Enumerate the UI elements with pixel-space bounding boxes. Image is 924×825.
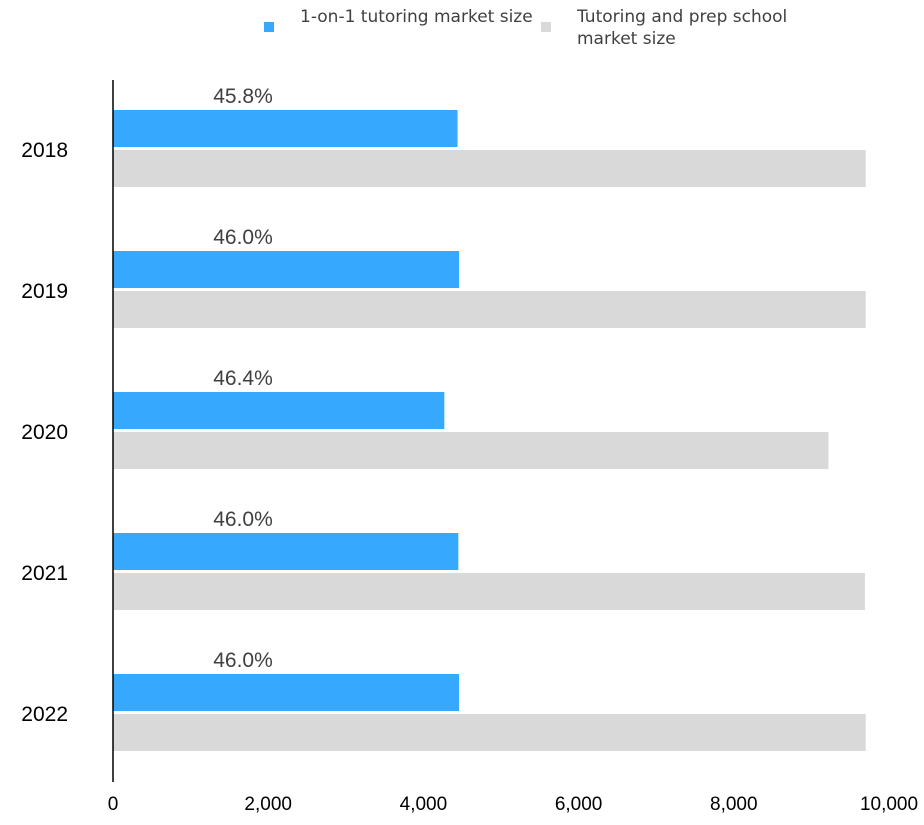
category-label-2018: 2018 xyxy=(21,139,68,162)
bars-group xyxy=(113,110,866,751)
data-label-2018: 45.8% xyxy=(213,85,273,108)
bar-1on1-2021 xyxy=(113,533,459,570)
category-label-2021: 2021 xyxy=(21,562,68,585)
bar-prep-school-2021 xyxy=(113,573,865,610)
x-axis-ticks: 0 2,000 4,000 6,000 8,000 10,000 xyxy=(108,794,918,815)
bar-prep-school-2019 xyxy=(113,291,866,328)
legend-label-prep-school: Tutoring and prep school market size xyxy=(577,7,788,49)
category-label-2019: 2019 xyxy=(21,280,68,303)
x-tick-label: 0 xyxy=(108,794,119,815)
x-tick-label: 2,000 xyxy=(244,794,292,815)
legend-item-prep-school: Tutoring and prep school market size xyxy=(541,6,817,50)
legend-swatch-1on1 xyxy=(264,22,274,32)
data-label-2020: 46.4% xyxy=(213,367,273,390)
bar-1on1-2019 xyxy=(113,251,460,288)
category-label-2020: 2020 xyxy=(21,421,68,444)
category-label-2022: 2022 xyxy=(21,703,68,726)
x-tick-label: 8,000 xyxy=(710,794,758,815)
legend-swatch-prep-school xyxy=(541,22,551,32)
labels-group: 45.8% 2018 46.0% 2019 46.4% 2020 46.0% 2021 46.0… xyxy=(21,85,272,726)
data-label-2021: 46.0% xyxy=(213,508,273,531)
bar-prep-school-2020 xyxy=(113,432,829,469)
legend-label-1on1: 1-on-1 tutoring market size xyxy=(300,7,533,27)
data-label-2019: 46.0% xyxy=(213,226,273,249)
bar-1on1-2020 xyxy=(113,392,445,429)
data-label-2022: 46.0% xyxy=(213,649,273,672)
bar-1on1-2022 xyxy=(113,674,460,711)
x-tick-label: 10,000 xyxy=(860,794,918,815)
x-tick-label: 6,000 xyxy=(555,794,603,815)
x-tick-label: 4,000 xyxy=(400,794,448,815)
legend-item-1on1: 1-on-1 tutoring market size xyxy=(264,6,540,32)
bar-1on1-2018 xyxy=(113,110,458,147)
bar-prep-school-2022 xyxy=(113,714,866,751)
bar-prep-school-2018 xyxy=(113,150,866,187)
